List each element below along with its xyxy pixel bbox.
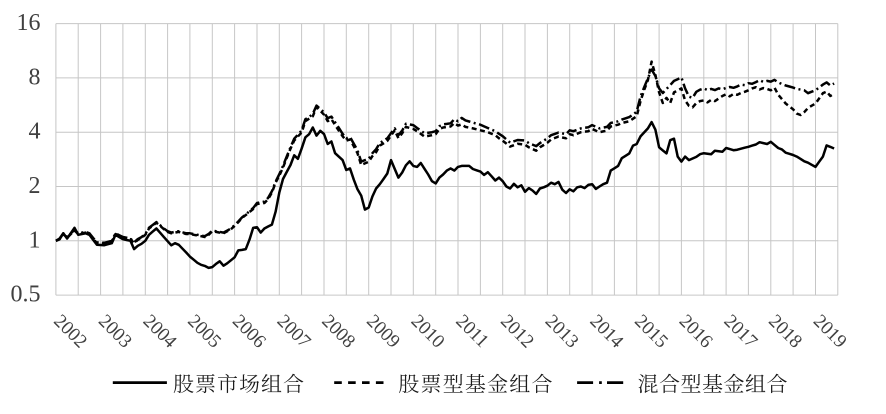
svg-text:2017: 2017 — [720, 311, 762, 353]
svg-text:2015: 2015 — [630, 311, 672, 353]
svg-text:2019: 2019 — [809, 311, 851, 353]
svg-text:2016: 2016 — [675, 311, 717, 353]
svg-text:2012: 2012 — [496, 311, 538, 353]
svg-text:2003: 2003 — [94, 311, 136, 353]
svg-text:2011: 2011 — [451, 311, 492, 352]
svg-text:4: 4 — [29, 119, 41, 145]
svg-text:2014: 2014 — [586, 311, 628, 353]
svg-text:16: 16 — [17, 10, 41, 36]
svg-text:2004: 2004 — [139, 311, 181, 353]
svg-text:2010: 2010 — [407, 311, 449, 353]
svg-text:2007: 2007 — [273, 311, 315, 353]
svg-text:2005: 2005 — [183, 311, 225, 353]
svg-text:2009: 2009 — [362, 311, 404, 353]
svg-text:2013: 2013 — [541, 311, 583, 353]
svg-text:2002: 2002 — [49, 311, 91, 353]
svg-text:0.5: 0.5 — [11, 282, 41, 308]
svg-text:2018: 2018 — [764, 311, 806, 353]
svg-text:2008: 2008 — [317, 311, 359, 353]
svg-text:2006: 2006 — [228, 311, 270, 353]
svg-text:1: 1 — [29, 227, 41, 253]
svg-text:8: 8 — [29, 64, 41, 90]
svg-text:2: 2 — [29, 173, 41, 199]
